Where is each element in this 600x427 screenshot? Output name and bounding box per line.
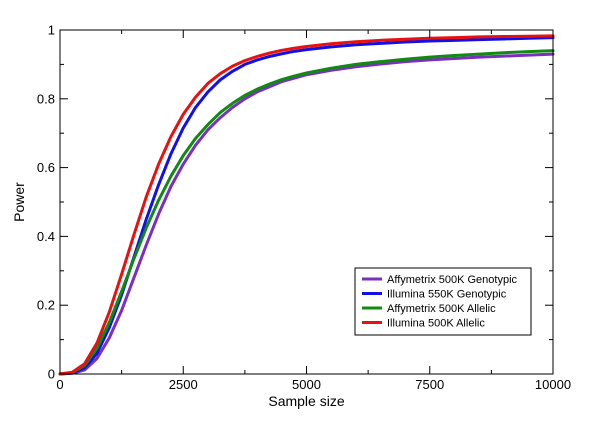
legend: Affymetrix 500K Genotypic Illumina 550K G…	[354, 267, 532, 336]
x-axis-title: Sample size	[268, 393, 344, 409]
legend-label-2: Affymetrix 500K Allelic	[387, 303, 496, 315]
y-tick-label-4: 0.8	[37, 91, 55, 106]
legend-label-3: Illumina 500K Allelic	[387, 318, 485, 330]
series-layer	[58, 34, 555, 376]
y-tick-label-0: 0	[48, 367, 55, 382]
series-line-2	[58, 49, 555, 376]
x-tick-label-0: 0	[56, 377, 63, 392]
y-tick-label-5: 1	[48, 23, 55, 38]
y-tick-label-3: 0.6	[37, 160, 55, 175]
ticks-layer: 0 2500 5000 7500 10000 0 0.2 0.4 0.6 0.8 1	[37, 23, 571, 393]
y-tick-label-2: 0.4	[37, 229, 55, 244]
legend-label-0: Affymetrix 500K Genotypic	[387, 274, 518, 286]
x-tick-label-3: 7500	[415, 377, 444, 392]
legend-box	[354, 267, 532, 336]
series-line-0	[58, 52, 555, 376]
x-tick-label-4: 10000	[535, 377, 571, 392]
y-tick-label-1: 0.2	[37, 298, 55, 313]
legend-label-1: Illumina 550K Genotypic	[387, 289, 507, 301]
series-line-3	[58, 34, 555, 376]
x-tick-label-2: 5000	[292, 377, 321, 392]
x-tick-label-1: 2500	[169, 377, 198, 392]
y-axis-title: Power	[11, 182, 27, 222]
